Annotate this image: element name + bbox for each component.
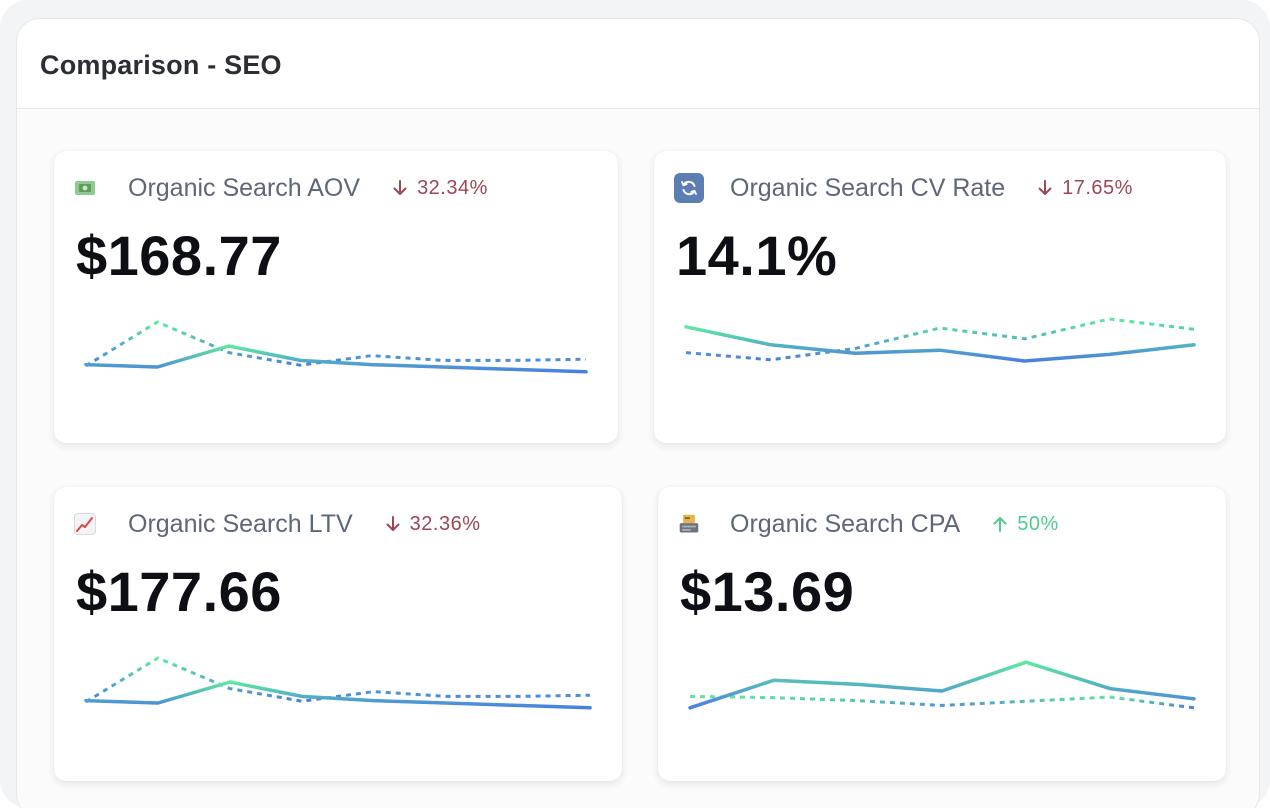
delta-indicator: 32.34% — [392, 177, 488, 200]
comparison-panel: Comparison - SEO Organic Search AOV 32.3… — [16, 18, 1260, 808]
delta-indicator: 17.65% — [1037, 177, 1133, 200]
delta-value: 50% — [1017, 512, 1059, 535]
delta-indicator: 32.36% — [385, 513, 481, 536]
cash-icon — [74, 177, 96, 199]
sparkline-chart — [84, 320, 588, 374]
comparison-series-line — [85, 656, 591, 704]
metric-card-ltv[interactable]: Organic Search LTV 32.36% $177.66 — [54, 487, 622, 781]
sparkline-chart — [684, 317, 1196, 363]
arrow-down-icon — [386, 516, 400, 531]
card-header: Organic Search LTV 32.36% — [74, 507, 480, 541]
sparkline-chart — [688, 660, 1196, 710]
delta-indicator: 50% — [992, 513, 1059, 536]
current-series-line — [688, 660, 1196, 710]
metric-label: Organic Search CV Rate — [730, 173, 1006, 202]
metric-value: $177.66 — [76, 560, 282, 623]
panel-header: Comparison - SEO — [17, 19, 1259, 109]
metric-value: 14.1% — [676, 224, 838, 287]
panel-title: Comparison - SEO — [40, 50, 282, 80]
delta-value: 32.34% — [417, 176, 488, 199]
delta-value: 17.65% — [1062, 176, 1133, 199]
metric-label: Organic Search LTV — [128, 509, 353, 538]
arrow-down-icon — [393, 180, 407, 195]
metric-card-cv-rate[interactable]: Organic Search CV Rate 17.65% 14.1% — [654, 151, 1226, 443]
chart-increasing-icon — [74, 513, 96, 535]
credit-card-icon — [678, 513, 700, 535]
refresh-icon — [674, 173, 704, 203]
metric-card-cpa[interactable]: Organic Search CPA 50% $13.69 — [658, 487, 1226, 781]
current-series-line — [84, 680, 592, 710]
current-series-line — [684, 325, 1196, 363]
delta-value: 32.36% — [409, 512, 481, 535]
arrow-up-icon — [993, 517, 1007, 532]
arrow-down-icon — [1038, 180, 1052, 195]
metric-value: $13.69 — [680, 560, 855, 623]
card-header: Organic Search CPA 50% — [678, 507, 1059, 541]
sparkline-chart — [84, 656, 592, 710]
metric-label: Organic Search AOV — [128, 173, 361, 202]
metric-value: $168.77 — [76, 224, 282, 287]
comparison-series-line — [689, 694, 1195, 710]
current-series-line — [84, 344, 588, 374]
comparison-series-line — [85, 320, 587, 368]
card-header: Organic Search AOV 32.34% — [74, 171, 488, 205]
metric-label: Organic Search CPA — [730, 509, 961, 538]
metric-card-aov[interactable]: Organic Search AOV 32.34% $168.77 — [54, 151, 618, 443]
card-header: Organic Search CV Rate 17.65% — [674, 171, 1133, 205]
